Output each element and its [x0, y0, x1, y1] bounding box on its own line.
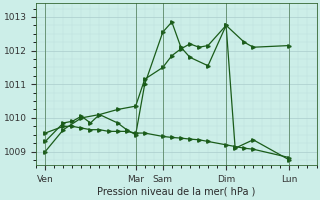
X-axis label: Pression niveau de la mer( hPa ): Pression niveau de la mer( hPa ): [97, 187, 256, 197]
